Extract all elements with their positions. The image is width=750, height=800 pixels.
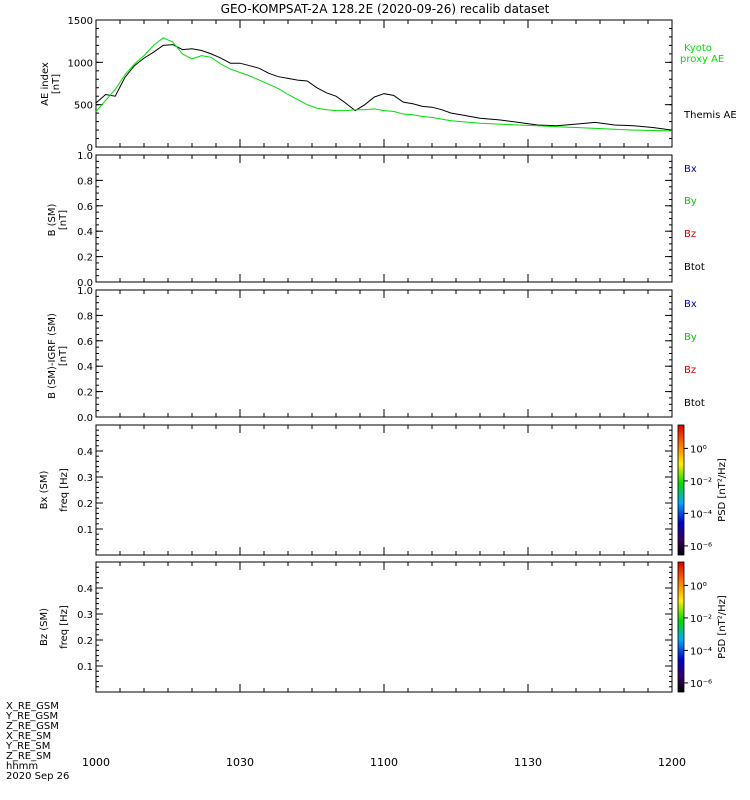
b-y-axis: 0.0 0.2 0.4 0.6 0.8 1.0 (77, 151, 673, 289)
bx_spec-ytick-label: 0.3 (77, 473, 93, 484)
bx-colorbar-label: PSD [nT²/Hz] (717, 458, 728, 522)
b-panel: 0.00.20.40.60.81.0 B (SM) [nT] Bx By Bz … (47, 151, 705, 289)
ephem-date: 2020 Sep 26 (6, 771, 69, 782)
legend-themis: Themis AE (683, 110, 737, 121)
b-ylabel-unit: [nT] (58, 210, 69, 230)
bdiff-legend-btot: Btot (684, 398, 705, 409)
bz-spec-y-axis: 0.1 0.2 0.3 0.4 (77, 561, 673, 693)
b-ytick-label: 1.0 (77, 151, 93, 162)
bdiff-ytick-label: 0.8 (77, 311, 93, 322)
b-ytick-label: 0.2 (77, 253, 93, 264)
ae-ylabel: AE index (40, 62, 51, 106)
ae-ylabel-unit: [nT] (51, 74, 62, 94)
bx-spec-ylabel: Bx (SM) (39, 471, 50, 510)
bx_spec-cbar-tick-label: 10⁻² (690, 477, 712, 488)
ephemeris-labels: X_RE_GSM Y_RE_GSM Z_RE_GSM X_RE_SM Y_RE_… (5, 701, 69, 782)
x-tick-label: 1130 (514, 756, 542, 769)
ae-ytick-label: 1000 (68, 58, 93, 69)
ephem-z-re-sm: Z_RE_SM (6, 751, 51, 762)
bx-colorbar (677, 424, 685, 556)
bdiff-legend-bx: Bx (684, 299, 697, 310)
bdiff-legend-bz: Bz (684, 365, 696, 376)
ae-y-axis: 0 500 1000 1500 (68, 16, 673, 154)
bdiff-ytick-label: 0.4 (77, 362, 93, 373)
kyoto-proxy-ae-line (95, 37, 673, 132)
bx_spec-ytick-label: 0.4 (77, 447, 93, 458)
b-legend-bz: Bz (684, 229, 696, 240)
b-legend-bx: Bx (684, 164, 697, 175)
bz-spec-ylabel-freq: freq [Hz] (59, 605, 70, 649)
b-ytick-label: 0.6 (77, 202, 93, 213)
b-ytick-label: 0.0 (77, 278, 93, 289)
ephem-z-re-gsm: Z_RE_GSM (6, 721, 59, 732)
b-panel-frame (95, 154, 673, 283)
legend-kyoto-line1: Kyoto (684, 43, 712, 54)
bz-spec-ylabel: Bz (SM) (39, 608, 50, 646)
b-ytick-label: 0.8 (77, 176, 93, 187)
bdiff-ytick-label: 0.6 (77, 337, 93, 348)
bz_spec-cbar-tick-label: 10⁻² (690, 614, 712, 625)
b-ytick-label: 0.4 (77, 227, 93, 238)
bdiff-panel: 0.0 0.2 0.4 0.6 0.8 1.0 B (SM)-IGRF (SM) [nT]… (47, 286, 705, 424)
bdiff-ylabel: B (SM)-IGRF (SM) (47, 313, 58, 399)
bx-spec-ylabel-freq: freq [Hz] (59, 468, 70, 512)
bdiff-ytick-label: 0.2 (77, 388, 93, 399)
bdiff-ytick-label: 0.0 (77, 413, 93, 424)
ae-ytick-label: 500 (74, 101, 93, 112)
ae-ytick-label: 1500 (68, 16, 93, 27)
x-tick-label: 1100 (370, 756, 398, 769)
bz-colorbar-ticks: 10⁰ 10⁻² 10⁻⁴ 10⁻⁶ (684, 581, 712, 690)
bz_spec-cbar-tick-label: 10⁻⁶ (690, 679, 712, 690)
x-tick-label: 1200 (658, 756, 686, 769)
bx_spec-ytick-label: 0.2 (77, 499, 93, 510)
bdiff-ytick-label: 1.0 (77, 286, 93, 297)
ae-series-group (95, 37, 673, 132)
ephem-y-re-gsm: Y_RE_GSM (5, 711, 58, 722)
bx-spec-y-axis: 0.1 0.2 0.3 0.4 (77, 424, 673, 556)
bx_spec-cbar-tick-label: 10⁻⁴ (690, 509, 712, 520)
bz_spec-ytick-label: 0.2 (77, 636, 93, 647)
legend-kyoto-line2: proxy AE (680, 54, 724, 65)
ephem-y-re-sm: Y_RE_SM (5, 741, 50, 752)
bdiff-ylabel-unit: [nT] (58, 346, 69, 366)
bz-spec-frame (95, 561, 673, 693)
x-axis-tick-labels: 1000 1030 1100 1130 1200 (82, 756, 686, 769)
themis-ae-line (95, 44, 673, 131)
bz_spec-cbar-tick-label: 10⁰ (690, 581, 707, 592)
ephem-x-re-sm: X_RE_SM (6, 731, 51, 742)
bdiff-panel-frame (95, 289, 673, 418)
ephem-hhmm: hhmm (6, 761, 38, 772)
bx-spectrogram-panel: 0.10.20.30.4 Bx (SM) freq [Hz] 10⁰10⁻²10… (39, 424, 728, 556)
b-legend-by: By (684, 196, 697, 207)
bz-spectrogram-panel: 0.10.20.30.4 Bz (SM) freq [Hz] 10⁰10⁻²10… (39, 561, 728, 693)
bz-colorbar (677, 561, 685, 693)
bx_spec-cbar-tick-label: 10⁻⁶ (690, 542, 712, 553)
x-tick-label: 1000 (82, 756, 110, 769)
ephem-x-re-gsm: X_RE_GSM (6, 701, 59, 712)
chart-title: GEO-KOMPSAT-2A 128.2E (2020-09-26) recal… (221, 2, 550, 16)
ae-panel: 0 500 1000 1500 AE index [nT] Kyoto proxy A… (40, 16, 737, 154)
bx-spec-frame (95, 424, 673, 556)
bz_spec-ytick-label: 0.3 (77, 610, 93, 621)
bx-colorbar-ticks: 10⁰ 10⁻² 10⁻⁴ 10⁻⁶ (684, 444, 712, 553)
ae-ytick-label: 0 (87, 143, 93, 154)
bz_spec-ytick-label: 0.4 (77, 584, 93, 595)
bx_spec-cbar-tick-label: 10⁰ (690, 444, 707, 455)
bz_spec-cbar-tick-label: 10⁻⁴ (690, 646, 712, 657)
b-ylabel: B (SM) (47, 203, 58, 236)
bx_spec-ytick-label: 0.1 (77, 525, 93, 536)
bz-colorbar-label: PSD [nT²/Hz] (717, 595, 728, 659)
bdiff-legend-by: By (684, 332, 697, 343)
bdiff-y-axis: 0.0 0.2 0.4 0.6 0.8 1.0 (77, 286, 673, 424)
b-legend-btot: Btot (684, 262, 705, 273)
bz_spec-ytick-label: 0.1 (77, 662, 93, 673)
x-tick-label: 1030 (226, 756, 254, 769)
